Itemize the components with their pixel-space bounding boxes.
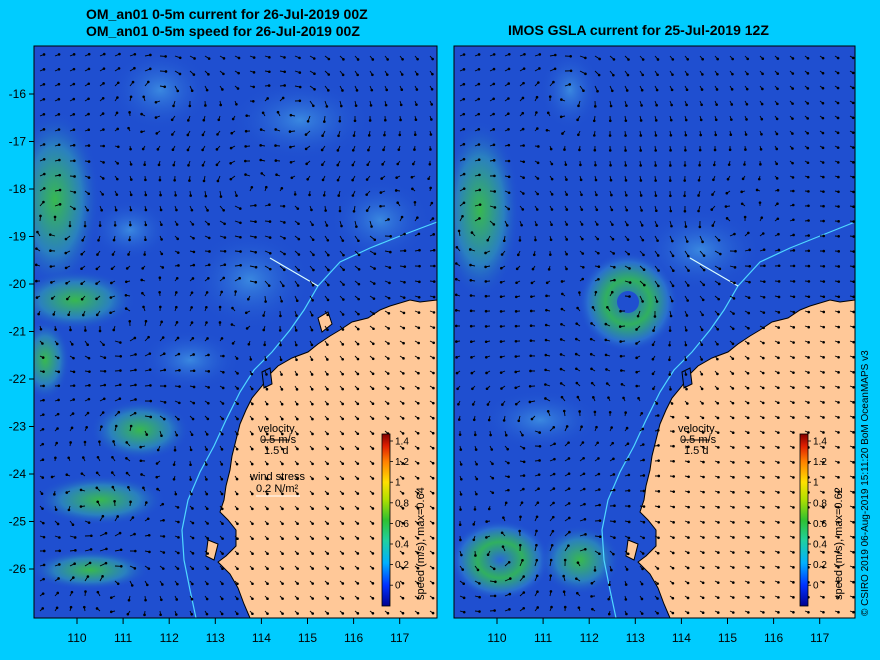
colorbar-tick-label: 0.8: [395, 498, 409, 509]
colorbar-tick-label: 0: [813, 581, 819, 592]
lon-tick-label: 116: [764, 631, 783, 645]
colorbar-tick-label: 0.2: [395, 560, 409, 571]
right-map-panel: velocity 0.5 m/s 1.5 d 1.4 1.2 1 0.8 0.6 0.4 0…: [453, 45, 856, 645]
lon-tick-label: 113: [206, 631, 225, 645]
lat-tick-label: -21: [9, 325, 27, 339]
left-map-area: [34, 46, 437, 618]
lon-tick-label: 115: [718, 631, 737, 645]
left-panel-title-line2: OM_an01 0-5m speed for 26-Jul-2019 00Z: [86, 23, 360, 39]
lon-tick-label: 115: [298, 631, 317, 645]
colorbar-tick-label: 0: [395, 581, 401, 592]
lat-tick-label: -26: [9, 562, 27, 576]
colorbar-tick-label: 0.6: [395, 519, 409, 530]
colorbar-tick-label: 0.4: [395, 540, 409, 551]
right-velocity-legend: velocity 0.5 m/s 1.5 d: [678, 423, 717, 457]
right-legend-velocity-time: 1.5 d: [684, 445, 708, 457]
colorbar-tick-label: 1.4: [395, 437, 409, 448]
lat-tick-label: -17: [9, 135, 27, 149]
lon-tick-label: 116: [344, 631, 363, 645]
lon-tick-label: 112: [580, 631, 599, 645]
left-map-panel: velocity 0.5 m/s 1.5 d wind stress 0.2 N…: [9, 45, 438, 645]
left-legend-wind-label: wind stress: [249, 471, 306, 483]
credit-text: © CSIRO 2019 06-Aug-2019 15:11:20 BoM Oc…: [860, 350, 871, 616]
colorbar-tick-label: 1: [395, 478, 401, 489]
lon-tick-label: 113: [626, 631, 645, 645]
right-colorbar-ticks: 1.4 1.2 1 0.8 0.6 0.4 0.2 0: [808, 437, 827, 592]
lat-tick-label: -16: [9, 87, 27, 101]
lon-tick-label: 111: [534, 631, 553, 645]
left-lon-axis: 110 111 112 113 114 115 116 117: [67, 618, 410, 645]
lat-tick-label: -22: [9, 372, 27, 386]
lon-tick-label: 110: [487, 631, 506, 645]
lon-tick-label: 110: [67, 631, 86, 645]
lat-tick-label: -20: [9, 277, 27, 291]
lon-tick-label: 114: [672, 631, 691, 645]
colorbar-tick-label: 0.4: [813, 540, 827, 551]
colorbar-tick-label: 0.8: [813, 498, 827, 509]
lat-tick-label: -23: [9, 420, 27, 434]
colorbar-tick-label: 1.4: [813, 437, 827, 448]
left-colorbar: 1.4 1.2 1 0.8 0.6 0.4 0.2 0 speed (m/s), max=0.…: [381, 433, 427, 607]
right-colorbar-label: speed (m/s), max=0.62: [833, 487, 845, 600]
left-velocity-legend: velocity 0.5 m/s 1.5 d wind stress 0.2 N…: [249, 423, 306, 497]
right-colorbar: 1.4 1.2 1 0.8 0.6 0.4 0.2 0 speed (m/s), max=0.…: [799, 433, 845, 607]
left-legend-wind-value: 0.2 N/m²: [256, 483, 299, 495]
left-velocity-arrows: [34, 52, 436, 617]
lon-tick-label: 111: [114, 631, 133, 645]
colorbar-tick-label: 0.2: [813, 560, 827, 571]
right-panel-title: IMOS GSLA current for 25-Jul-2019 12Z: [508, 22, 769, 38]
left-lat-axis: -16 -17 -18 -19 -20 -21 -22 -23 -24 -25 -26: [9, 87, 34, 576]
colorbar-tick-label: 1.2: [395, 457, 409, 468]
right-lon-axis: 110 111 112 113 114 115 116 117: [487, 618, 830, 645]
colorbar-tick-label: 0.6: [813, 519, 827, 530]
right-legend-velocity-label: velocity: [678, 423, 715, 435]
lat-tick-label: -24: [9, 467, 27, 481]
lon-tick-label: 117: [390, 631, 409, 645]
lat-tick-label: -18: [9, 182, 27, 196]
lat-tick-label: -25: [9, 515, 27, 529]
left-colorbar-label: speed (m/s), max=0.64: [415, 487, 427, 600]
left-colorbar-gradient: [381, 433, 391, 607]
colorbar-tick-label: 1.2: [813, 457, 827, 468]
left-panel-title-line1: OM_an01 0-5m current for 26-Jul-2019 00Z: [86, 6, 368, 22]
left-colorbar-ticks: 1.4 1.2 1 0.8 0.6 0.4 0.2 0: [390, 437, 409, 592]
lon-tick-label: 112: [160, 631, 179, 645]
lon-tick-label: 117: [810, 631, 829, 645]
right-velocity-arrows: [454, 52, 855, 616]
colorbar-tick-label: 1: [813, 478, 819, 489]
lat-tick-label: -19: [9, 230, 27, 244]
right-colorbar-gradient: [799, 433, 809, 607]
right-map-area: [454, 46, 855, 618]
lon-tick-label: 114: [252, 631, 271, 645]
left-legend-velocity-label: velocity: [258, 423, 295, 435]
left-legend-velocity-time: 1.5 d: [264, 445, 288, 457]
